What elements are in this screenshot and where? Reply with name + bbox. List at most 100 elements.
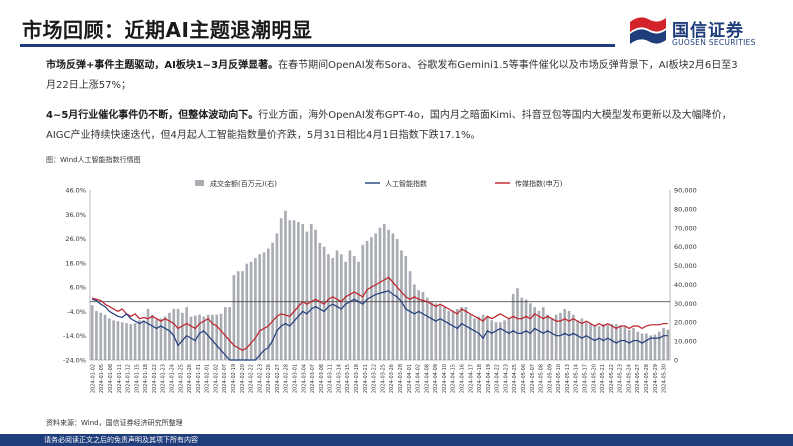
volume-bar	[266, 248, 270, 360]
volume-bar	[116, 321, 120, 360]
x-axis-tick-label: 2024-03-26	[389, 364, 395, 393]
logo-english-name: GUOSEN SECURITIES	[672, 38, 756, 47]
volume-bar	[632, 327, 635, 360]
volume-bar	[357, 261, 360, 360]
volume-bar	[572, 314, 575, 360]
volume-bar	[546, 314, 549, 360]
x-axis-tick-label: 2024-02-02	[213, 364, 219, 393]
volume-bar	[301, 224, 304, 360]
volume-bar	[438, 305, 442, 360]
x-axis-tick-label: 2024-02-28	[284, 364, 290, 393]
x-axis-tick-label: 2024-01-18	[143, 364, 149, 393]
volume-bar	[120, 322, 124, 360]
x-axis-tick-label: 2024-05-27	[635, 364, 641, 393]
x-axis-tick-label: 2024-03-21	[363, 364, 369, 393]
volume-bar	[288, 220, 292, 360]
x-axis-tick-label: 2024-03-11	[328, 364, 334, 393]
volume-bar	[657, 331, 661, 360]
volume-bar	[108, 318, 111, 360]
x-axis-tick-label: 2024-05-14	[574, 364, 580, 393]
x-axis-tick-label: 2024-01-05	[99, 364, 105, 393]
right-axis-tick-label: 20,000	[674, 319, 697, 327]
x-axis-tick-label: 2024-01-24	[169, 364, 175, 393]
volume-bar	[589, 324, 592, 360]
legend-swatch-volume	[195, 180, 204, 186]
x-axis-tick-label: 2024-04-22	[495, 364, 501, 393]
volume-bar	[378, 227, 382, 360]
volume-bar	[473, 318, 476, 360]
volume-bar	[146, 309, 150, 360]
volume-bar	[421, 292, 425, 360]
volume-bar	[417, 290, 420, 360]
volume-bar	[602, 324, 605, 360]
right-axis-tick-label: 80,000	[674, 205, 697, 213]
x-axis-tick-label: 2024-05-23	[618, 364, 624, 393]
x-axis-tick-label: 2024-02-23	[257, 364, 263, 393]
volume-bar	[456, 309, 459, 360]
x-axis-tick-label: 2024-04-17	[468, 364, 474, 393]
volume-bar	[331, 258, 335, 360]
volume-bar	[262, 252, 266, 360]
x-axis-tick-label: 2024-05-17	[583, 364, 589, 393]
volume-bar	[529, 303, 532, 360]
x-axis-tick-label: 2024-05-28	[644, 364, 650, 393]
left-axis-tick-label: -4.0%	[67, 308, 86, 316]
volume-bar	[241, 271, 244, 360]
volume-bar	[524, 299, 528, 360]
paragraph-2-lead: 4~5月行业催化事件仍不断，但整体波动向下。	[46, 110, 259, 121]
x-axis-tick-label: 2024-03-25	[380, 364, 386, 393]
paragraph-1: 市场反弹+事件主题驱动，AI板块1~3月反弹显著。在春节期间OpenAI发布So…	[46, 56, 746, 96]
volume-bar	[215, 314, 219, 360]
volume-bar	[112, 320, 115, 360]
volume-bar	[537, 310, 541, 360]
volume-bar	[232, 275, 236, 360]
x-axis-tick-label: 2024-04-19	[486, 364, 492, 393]
volume-bar	[468, 314, 472, 360]
x-axis-tick-label: 2024-04-10	[442, 364, 448, 393]
source-note: 资料来源：Wind，国信证券经济研究所整理	[46, 419, 183, 427]
volume-bar	[292, 220, 296, 360]
volume-bar	[447, 310, 451, 360]
company-logo: 国信证券 GUOSEN SECURITIES	[628, 12, 788, 50]
volume-bar	[516, 288, 519, 360]
volume-bar	[99, 312, 103, 360]
volume-bar	[520, 297, 524, 360]
volume-bar	[309, 224, 313, 360]
x-axis-tick-label: 2024-03-01	[293, 364, 299, 393]
volume-bar	[172, 309, 176, 360]
volume-bar	[653, 334, 657, 360]
volume-bar	[90, 305, 94, 360]
x-axis-tick-label: 2024-04-01	[407, 364, 413, 393]
volume-bar	[507, 318, 511, 360]
volume-bar	[511, 293, 515, 360]
left-axis-tick-label: 16.0%	[65, 259, 86, 267]
left-axis-tick-label: 6.0%	[69, 284, 86, 292]
x-axis-tick-label: 2024-05-22	[609, 364, 615, 393]
volume-bar	[494, 322, 498, 360]
volume-bar	[133, 323, 137, 360]
x-axis-tick-label: 2024-01-12	[126, 364, 132, 393]
x-axis-tick-label: 2024-01-22	[152, 364, 158, 393]
x-axis-tick-label: 2024-05-20	[591, 364, 597, 393]
left-axis-tick-label: 26.0%	[65, 235, 86, 243]
volume-bar	[361, 244, 365, 360]
volume-bar	[593, 325, 597, 360]
volume-bar	[95, 310, 98, 360]
volume-bar	[649, 335, 652, 360]
x-axis-tick-label: 2024-05-21	[600, 364, 606, 393]
volume-bar	[645, 333, 648, 360]
volume-bar	[627, 329, 631, 360]
volume-bar	[365, 241, 369, 360]
volume-bar	[193, 315, 197, 360]
volume-bar	[150, 314, 154, 360]
left-axis-tick-label: 46.0%	[65, 187, 86, 195]
volume-bar	[202, 316, 206, 360]
x-axis-tick-label: 2024-05-09	[547, 364, 553, 393]
volume-bar	[142, 320, 146, 360]
x-axis-tick-label: 2024-01-15	[134, 364, 140, 393]
volume-bar	[662, 327, 665, 360]
volume-bar	[340, 254, 343, 360]
x-axis-tick-label: 2024-01-02	[90, 364, 96, 393]
x-axis-tick-label: 2024-02-22	[249, 364, 255, 393]
x-axis-tick-label: 2024-01-11	[117, 364, 123, 393]
